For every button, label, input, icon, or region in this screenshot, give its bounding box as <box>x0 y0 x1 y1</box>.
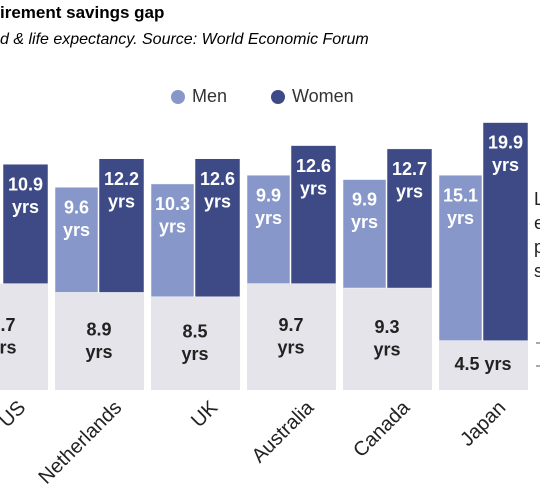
x-tick-label: US <box>0 397 30 432</box>
women-bar <box>290 145 337 284</box>
value-label: 9.6 yrs <box>63 197 90 240</box>
value-label: 19.9 yrs <box>488 132 523 175</box>
value-label: 10.3 yrs <box>155 194 190 237</box>
x-tick-label: Japan <box>456 397 510 451</box>
legend-swatch <box>271 90 285 104</box>
value-label: 12.2 yrs <box>104 169 139 212</box>
value-label: 10.9 yrs <box>8 174 43 217</box>
x-tick-label: Australia <box>248 396 319 467</box>
women-bar <box>482 122 529 341</box>
base-bar <box>247 283 336 390</box>
x-tick-label: UK <box>187 396 223 432</box>
men-bar <box>150 183 195 298</box>
x-tick-label: Canada <box>349 396 415 462</box>
x-tick-label: Netherlands <box>34 397 126 489</box>
base-bar <box>0 283 48 390</box>
value-label: 8.9 yrs <box>85 319 112 362</box>
annotation: e <box>534 213 540 233</box>
value-label: 15.1 yrs <box>443 185 478 228</box>
value-label: 9.3 yrs <box>373 317 400 360</box>
men-bar <box>246 174 291 284</box>
value-label: 12.6 yrs <box>296 156 331 199</box>
value-label: 8.5 yrs <box>181 321 208 364</box>
women-bar <box>2 163 49 284</box>
base-bar <box>343 288 432 390</box>
women-bar <box>194 158 241 298</box>
chart-subtitle: d & life expectancy. Source: World Econo… <box>0 31 369 48</box>
men-bar <box>342 179 387 289</box>
value-label: 4.5 yrs <box>454 354 511 374</box>
legend-swatch <box>171 90 185 104</box>
value-label: 12.7 yrs <box>392 159 427 202</box>
value-label: 12.6 yrs <box>200 169 235 212</box>
annotation: L <box>534 189 540 209</box>
base-bar <box>439 340 528 390</box>
base-bar <box>151 296 240 390</box>
annotation: s <box>534 261 540 281</box>
women-bar <box>386 148 433 289</box>
women-bar <box>98 158 145 293</box>
men-bar <box>438 174 483 341</box>
men-bar <box>54 186 99 293</box>
legend-label: Women <box>292 86 354 106</box>
chart-title: irement savings gap <box>0 3 164 22</box>
base-bar <box>55 292 144 390</box>
value-label: 9.9 yrs <box>255 185 282 228</box>
legend-label: Men <box>192 86 227 106</box>
value-label: 9.9 yrs <box>351 189 378 232</box>
annotation: p <box>534 237 540 257</box>
